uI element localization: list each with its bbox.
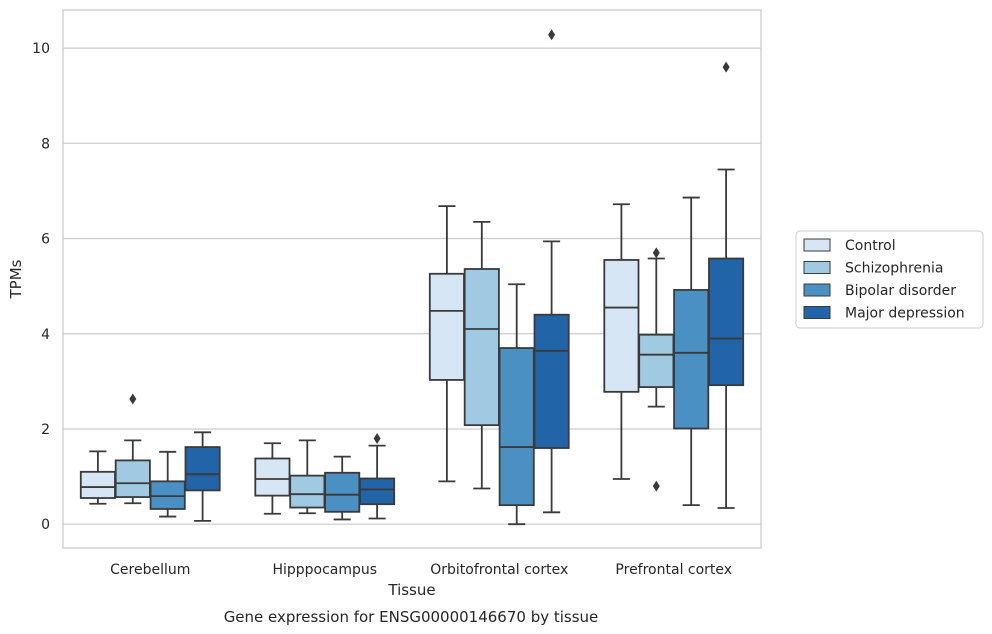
legend-swatch <box>803 261 831 274</box>
box-iqr <box>673 289 710 430</box>
box-iqr <box>638 333 675 388</box>
legend-label: Schizophrenia <box>845 261 943 277</box>
box-iqr <box>79 470 116 499</box>
y-axis-ticks: 0 2 4 6 8 10 <box>32 41 50 533</box>
box-major-depression <box>708 61 745 509</box>
box-schizophrenia <box>638 247 675 492</box>
box-bipolar-disorder <box>149 450 186 518</box>
y-tick-label: 4 <box>41 327 50 343</box>
box-iqr <box>184 446 221 492</box>
y-tick-label: 10 <box>32 41 50 57</box>
outlier-point <box>129 393 137 405</box>
box-iqr <box>463 268 500 427</box>
outlier-point <box>652 480 660 492</box>
legend-swatch <box>803 306 831 319</box>
horizontal-gridlines <box>63 47 761 525</box>
x-axis-label: Tissue <box>387 581 435 599</box>
box-iqr <box>289 474 326 509</box>
box-groups <box>79 29 745 526</box>
box-schizophrenia <box>114 393 151 505</box>
y-tick-label: 2 <box>41 422 50 438</box>
box-control <box>79 450 116 505</box>
y-tick-label: 8 <box>41 136 50 152</box>
box-major-depression <box>184 431 221 522</box>
legend-frame <box>795 230 984 329</box>
legend-label: Major depression <box>845 306 965 322</box>
box-iqr <box>114 459 151 498</box>
outlier-point <box>652 247 660 259</box>
box-iqr <box>533 313 570 449</box>
outlier-point <box>373 432 381 444</box>
box-iqr <box>149 480 186 510</box>
x-axis-ticks: Cerebellum Hipppocampus Orbitofrontal cort… <box>110 562 732 578</box>
chart-caption: Gene expression for ENSG00000146670 by t… <box>224 608 599 626</box>
legend-swatch <box>803 283 831 297</box>
box-bipolar-disorder <box>498 283 535 526</box>
box-iqr <box>324 471 361 513</box>
legend: Control Schizophrenia Bipolar disorder Majo… <box>795 230 984 329</box>
y-tick-label: 0 <box>41 517 50 533</box>
plot-area-frame <box>62 9 762 549</box>
box-iqr <box>428 272 465 381</box>
outlier-point <box>722 61 730 73</box>
legend-label: Control <box>845 238 896 254</box>
x-tick-label: Cerebellum <box>110 562 190 578</box>
x-tick-label: Prefrontal cortex <box>615 562 732 578</box>
box-schizophrenia <box>463 220 500 490</box>
legend-label: Bipolar disorder <box>845 283 956 299</box>
box-control <box>254 442 291 515</box>
box-control <box>603 203 640 480</box>
y-axis-label: TPMs <box>7 259 25 299</box>
box-major-depression <box>533 29 570 514</box>
box-iqr <box>498 347 535 507</box>
box-schizophrenia <box>289 439 326 515</box>
box-iqr <box>254 457 291 497</box>
box-iqr <box>603 259 640 393</box>
legend-swatch <box>803 238 831 252</box>
box-bipolar-disorder <box>324 455 361 521</box>
box-iqr <box>708 257 745 387</box>
y-tick-label: 6 <box>41 232 50 248</box>
x-tick-label: Orbitofrontal cortex <box>430 562 568 578</box>
box-iqr <box>359 477 396 506</box>
x-tick-label: Hipppocampus <box>272 562 377 578</box>
box-major-depression <box>359 432 396 520</box>
box-control <box>428 205 465 483</box>
outlier-point <box>548 29 556 41</box>
box-bipolar-disorder <box>673 196 710 507</box>
